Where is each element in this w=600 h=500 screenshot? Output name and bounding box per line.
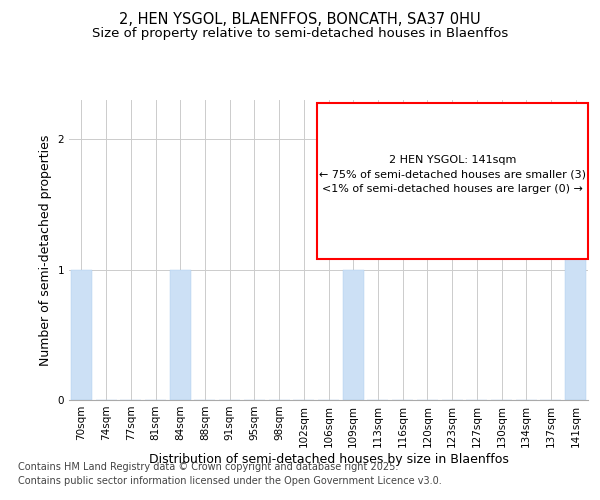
Text: Size of property relative to semi-detached houses in Blaenffos: Size of property relative to semi-detach…	[92, 28, 508, 40]
Bar	[170, 270, 191, 400]
Bar	[71, 270, 92, 400]
Bar	[343, 270, 364, 400]
FancyBboxPatch shape	[317, 102, 588, 259]
Text: Contains public sector information licensed under the Open Government Licence v3: Contains public sector information licen…	[18, 476, 442, 486]
Bar	[565, 139, 586, 400]
Text: 2, HEN YSGOL, BLAENFFOS, BONCATH, SA37 0HU: 2, HEN YSGOL, BLAENFFOS, BONCATH, SA37 0…	[119, 12, 481, 28]
Y-axis label: Number of semi-detached properties: Number of semi-detached properties	[39, 134, 52, 366]
Text: 2 HEN YSGOL: 141sqm
← 75% of semi-detached houses are smaller (3)
<1% of semi-de: 2 HEN YSGOL: 141sqm ← 75% of semi-detach…	[319, 154, 586, 194]
Text: Contains HM Land Registry data © Crown copyright and database right 2025.: Contains HM Land Registry data © Crown c…	[18, 462, 398, 472]
X-axis label: Distribution of semi-detached houses by size in Blaenffos: Distribution of semi-detached houses by …	[149, 452, 508, 466]
